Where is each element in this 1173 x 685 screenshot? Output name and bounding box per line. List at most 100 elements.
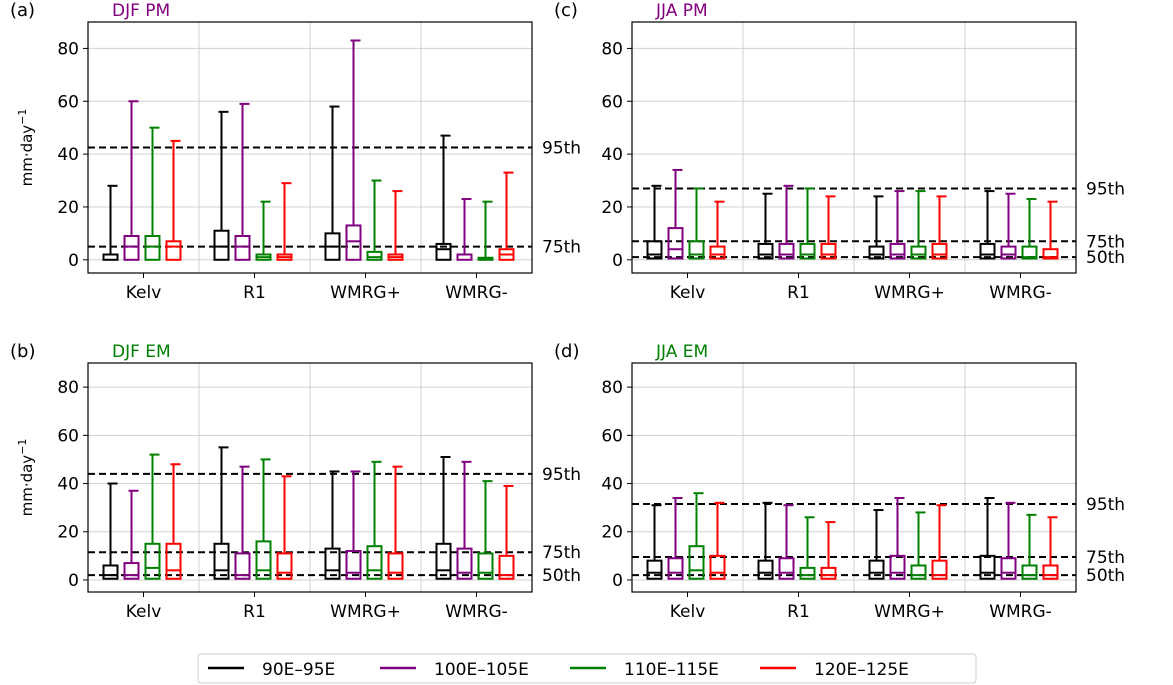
y-tick-label: 0 <box>612 251 623 271</box>
box-whisker <box>324 105 341 261</box>
box-iqr <box>778 557 795 580</box>
box-whisker <box>931 195 948 260</box>
box-iqr <box>1000 245 1017 260</box>
y-tick-label: 80 <box>57 378 79 398</box>
box-iqr <box>889 242 906 260</box>
y-axis-label-text: mm·day <box>18 125 36 187</box>
y-tick-label: 40 <box>57 145 79 165</box>
box-iqr <box>910 564 927 580</box>
y-tick-label: 20 <box>601 523 623 543</box>
box-whisker <box>276 182 293 261</box>
box-iqr <box>1000 557 1017 580</box>
axes-frame <box>631 21 1077 274</box>
box-iqr <box>910 245 927 260</box>
box-whisker <box>778 184 795 260</box>
y-tick-label: 80 <box>57 39 79 59</box>
percentile-label: 95th <box>542 465 581 485</box>
percentile-label: 95th <box>1086 495 1125 515</box>
box-whisker <box>868 509 885 580</box>
box-whisker <box>366 460 383 580</box>
box-iqr <box>102 564 119 580</box>
percentile-label: 95th <box>1086 179 1125 199</box>
box-whisker <box>979 190 996 260</box>
percentile-label: 95th <box>542 139 581 159</box>
legend-entry: 110E–115E <box>570 660 719 680</box>
percentile-label: 75th <box>542 543 581 563</box>
box-whisker <box>868 195 885 260</box>
panel-label: (d) <box>554 341 579 362</box>
panel-label: (a) <box>10 0 35 21</box>
x-tick-label: R1 <box>243 283 266 303</box>
box-iqr <box>868 245 885 260</box>
y-tick-label: 0 <box>612 571 623 591</box>
box-whisker <box>144 453 161 580</box>
box-iqr <box>820 566 837 580</box>
panel-title: JJA PM <box>655 1 708 21</box>
box-iqr <box>1021 564 1038 580</box>
y-tick-label: 20 <box>57 198 79 218</box>
box-iqr <box>234 552 251 580</box>
box-whisker <box>931 504 948 580</box>
box-whisker <box>889 190 906 260</box>
box-iqr <box>709 245 726 260</box>
y-axis-label: mm·day−1 <box>16 439 36 517</box>
legend-label: 100E–105E <box>434 660 529 680</box>
y-tick-label: 40 <box>57 475 79 495</box>
box-whisker <box>1000 501 1017 580</box>
box-whisker <box>799 187 816 260</box>
box-iqr <box>213 542 230 580</box>
box-whisker <box>345 39 362 261</box>
box-whisker <box>498 171 515 261</box>
y-tick-label: 20 <box>57 523 79 543</box>
box-whisker <box>688 492 705 580</box>
box-iqr <box>165 542 182 580</box>
box-iqr <box>276 552 293 580</box>
x-tick-label: WMRG- <box>445 602 508 622</box>
x-tick-label: Kelv <box>126 283 162 303</box>
box-whisker <box>234 465 251 580</box>
box-whisker <box>709 200 726 260</box>
box-iqr <box>979 554 996 580</box>
legend-entry: 120E–125E <box>760 660 909 680</box>
x-tick-label: Kelv <box>670 602 706 622</box>
box-whisker <box>498 484 515 580</box>
box-whisker <box>910 511 927 580</box>
box-iqr <box>709 554 726 580</box>
box-whisker <box>646 184 663 260</box>
box-iqr <box>324 547 341 580</box>
box-whisker <box>165 463 182 580</box>
box-whisker <box>165 139 182 261</box>
box-iqr <box>213 229 230 261</box>
box-whisker <box>345 470 362 580</box>
axes-frame <box>631 362 1077 593</box>
box-iqr <box>435 242 452 261</box>
box-iqr <box>646 240 663 260</box>
box-whisker <box>1021 513 1038 580</box>
box-iqr <box>144 542 161 580</box>
box-whisker <box>213 110 230 261</box>
box-iqr <box>799 242 816 260</box>
y-tick-label: 40 <box>601 145 623 165</box>
y-axis-label-exponent: −1 <box>16 439 29 455</box>
panel-label: (b) <box>10 341 35 362</box>
y-tick-label: 60 <box>57 426 79 446</box>
box-whisker <box>255 200 272 261</box>
box-iqr <box>387 552 404 580</box>
box-iqr <box>931 242 948 260</box>
box-whisker <box>1021 198 1038 260</box>
box-whisker <box>820 195 837 260</box>
box-whisker <box>799 516 816 580</box>
percentile-label: 75th <box>1086 232 1125 252</box>
percentile-label: 75th <box>542 238 581 258</box>
box-whisker <box>979 496 996 580</box>
box-iqr <box>778 242 795 260</box>
x-tick-label: WMRG- <box>445 283 508 303</box>
y-tick-label: 20 <box>601 198 623 218</box>
box-iqr <box>931 559 948 580</box>
box-whisker <box>456 460 473 580</box>
box-whisker <box>778 504 795 580</box>
x-tick-label: WMRG+ <box>874 283 945 303</box>
box-whisker <box>387 465 404 580</box>
y-axis-label-exponent: −1 <box>16 109 29 125</box>
